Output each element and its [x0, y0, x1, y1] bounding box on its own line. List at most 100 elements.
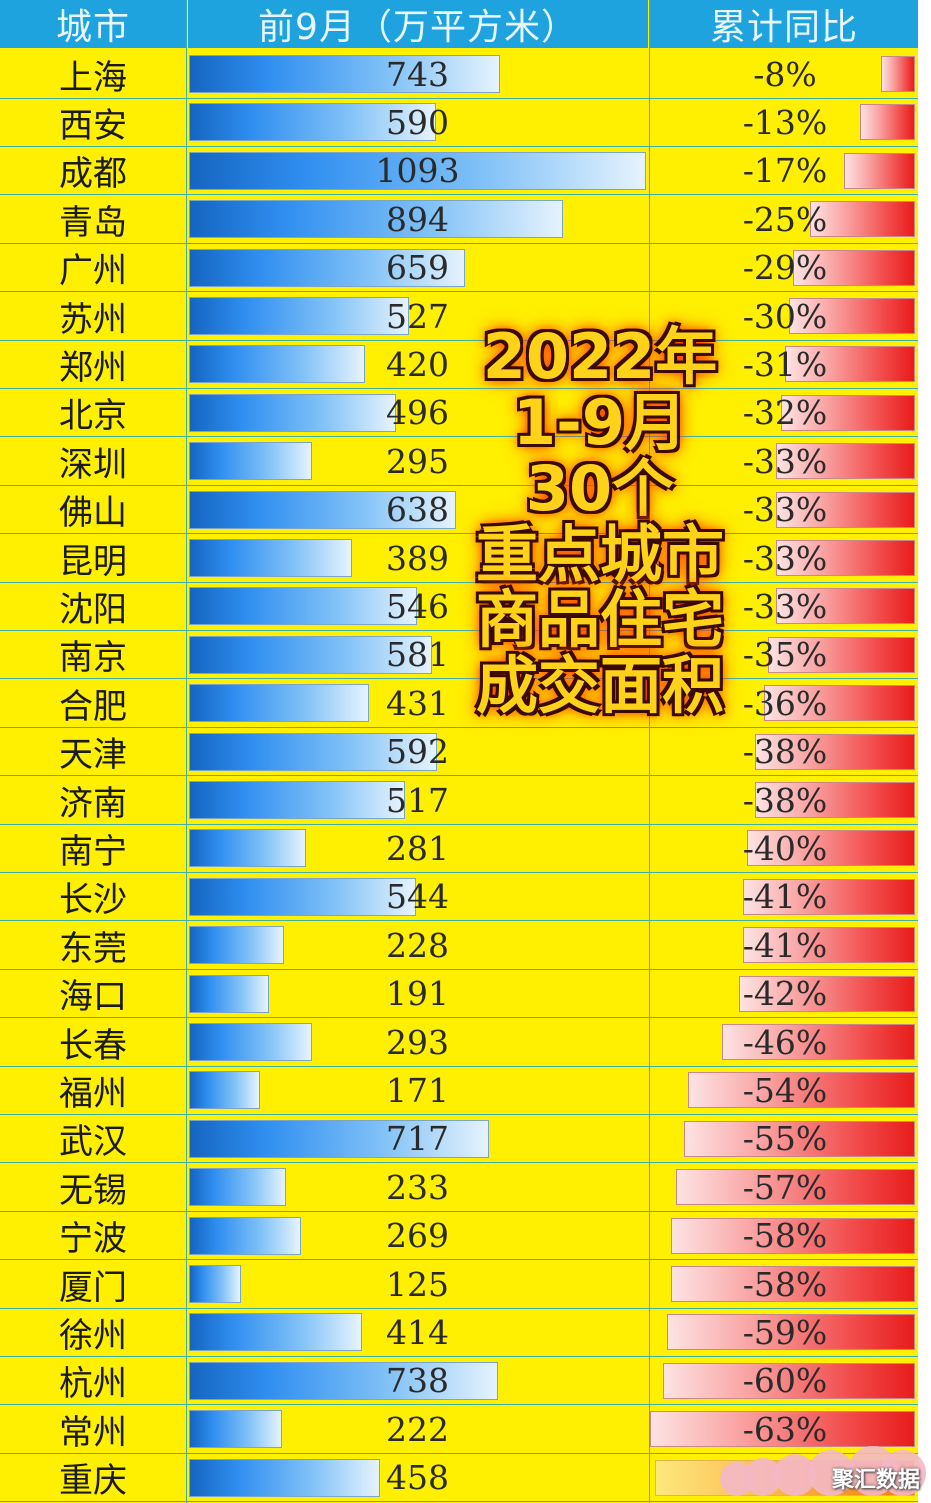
yoy-bar	[776, 540, 915, 576]
area-bar	[189, 1023, 312, 1061]
header-area: 前9月（万平方米）	[188, 0, 648, 48]
yoy-bar	[755, 782, 915, 818]
area-bar	[189, 539, 352, 577]
table-row: 武汉 717 -55%	[0, 1115, 918, 1164]
city-label: 昆明	[59, 541, 127, 582]
yoy-bar	[663, 1362, 915, 1399]
city-label: 深圳	[59, 444, 127, 485]
area-bar	[189, 1361, 498, 1400]
yoy-value: -59%	[742, 1312, 828, 1352]
city-label: 天津	[59, 735, 127, 776]
overlay-line: 1-9月	[512, 385, 687, 459]
area-bar	[189, 248, 465, 287]
area-value: 1093	[375, 151, 460, 191]
yoy-value: -33%	[742, 538, 828, 578]
city-label: 武汉	[59, 1122, 127, 1163]
yoy-value: -36%	[742, 683, 828, 723]
yoy-bar	[747, 830, 915, 867]
area-value: 293	[386, 1022, 449, 1062]
yoy-bar	[755, 733, 915, 770]
city-label: 西安	[59, 105, 127, 146]
area-bar	[189, 1265, 241, 1303]
area-bar	[189, 684, 369, 723]
yoy-bar	[881, 56, 915, 92]
yoy-bar	[764, 685, 915, 722]
area-bar	[189, 635, 432, 674]
chart-title-overlay: 2022年 1-9月 30个 重点城市 商品住宅 成交面积	[465, 325, 735, 720]
table-row: 佛山 638 -33%	[0, 486, 918, 535]
yoy-bar	[667, 1314, 915, 1351]
yoy-value: -33%	[742, 441, 828, 481]
city-label: 广州	[59, 251, 127, 292]
city-label: 长沙	[59, 880, 127, 921]
city-label: 厦门	[59, 1267, 127, 1308]
table-row: 济南 517 -38%	[0, 776, 918, 825]
yoy-bar	[860, 104, 915, 141]
yoy-value: -30%	[742, 296, 828, 336]
area-bar	[189, 151, 646, 190]
area-bar	[189, 200, 563, 239]
city-label: 杭州	[59, 1364, 127, 1405]
city-label: 常州	[59, 1412, 127, 1453]
table-row: 南宁 281 -40%	[0, 824, 918, 873]
table-row: 郑州 420 -31%	[0, 340, 918, 389]
yoy-value: -8%	[753, 54, 817, 94]
area-value: 581	[386, 635, 449, 675]
area-value: 743	[386, 54, 449, 94]
area-value: 414	[386, 1312, 449, 1352]
table-row: 南京 581 -35%	[0, 631, 918, 680]
yoy-value: -17%	[742, 151, 828, 191]
yoy-value: -41%	[742, 925, 828, 965]
yoy-bar	[739, 975, 915, 1012]
area-value: 295	[386, 441, 449, 481]
city-label: 北京	[59, 396, 127, 437]
city-label: 福州	[59, 1073, 127, 1114]
yoy-value: -46%	[742, 1022, 828, 1062]
table-row: 常州 222 -63%	[0, 1405, 918, 1454]
yoy-value: -58%	[742, 1216, 828, 1256]
yoy-value: -29%	[742, 248, 828, 288]
area-value: 191	[386, 974, 449, 1014]
area-bar	[189, 1410, 282, 1449]
city-label: 青岛	[59, 202, 127, 243]
table-row: 福州 171 -54%	[0, 1066, 918, 1115]
table-row: 天津 592 -38%	[0, 728, 918, 777]
area-bar	[189, 781, 405, 819]
yoy-bar	[671, 1217, 915, 1254]
table-row: 无锡 233 -57%	[0, 1163, 918, 1212]
city-label: 长春	[59, 1025, 127, 1066]
table-row: 广州 659 -29%	[0, 244, 918, 293]
yoy-value: -38%	[742, 780, 828, 820]
yoy-value: -35%	[742, 635, 828, 675]
city-label: 成都	[59, 154, 127, 195]
area-bar	[189, 490, 456, 529]
area-bar	[189, 1119, 489, 1158]
table-row: 深圳 295 -33%	[0, 437, 918, 486]
area-bar	[189, 297, 409, 335]
area-bar	[189, 1168, 286, 1207]
yoy-bar	[688, 1072, 915, 1109]
table-row: 西安 590 -13%	[0, 98, 918, 147]
city-label: 重庆	[59, 1461, 127, 1502]
area-value: 738	[386, 1361, 449, 1401]
column-divider	[186, 0, 187, 1503]
yoy-bar	[743, 878, 915, 915]
yoy-value: -41%	[742, 877, 828, 917]
area-bar	[189, 442, 312, 481]
area-value: 527	[386, 296, 449, 336]
yoy-value: -32%	[742, 393, 828, 433]
header-yoy: 累计同比	[650, 0, 918, 48]
area-value: 281	[386, 828, 449, 868]
city-label: 徐州	[59, 1315, 127, 1356]
table-row: 昆明 389 -33%	[0, 534, 918, 583]
area-value: 233	[386, 1167, 449, 1207]
area-bar	[189, 1216, 301, 1255]
city-label: 宁波	[59, 1219, 127, 1260]
area-bar	[189, 1313, 362, 1352]
header-city: 城市	[0, 0, 186, 48]
area-value: 431	[386, 683, 449, 723]
yoy-bar	[844, 152, 915, 189]
yoy-bar	[781, 394, 915, 431]
yoy-value: -54%	[742, 1070, 828, 1110]
city-label: 沈阳	[59, 589, 127, 630]
